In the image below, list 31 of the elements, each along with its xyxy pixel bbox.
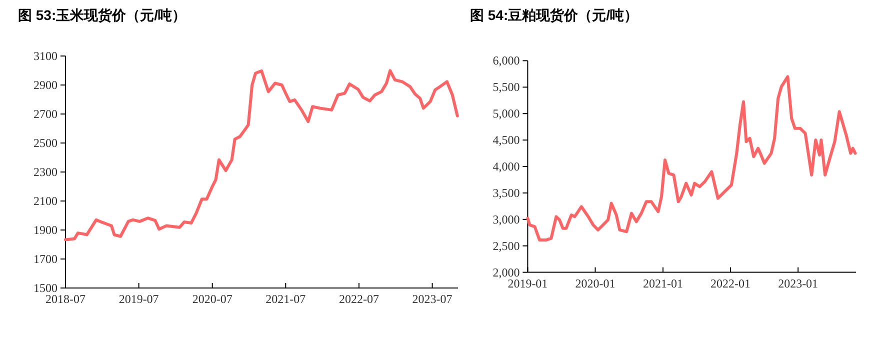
x-tick-label: 2023-01 [778, 276, 818, 290]
y-tick-label: 2500 [34, 136, 58, 150]
line-series [526, 75, 857, 242]
y-tick-label: 2700 [34, 107, 58, 121]
y-tick-label: 2100 [34, 194, 58, 208]
y-tick-label: 1500 [34, 281, 58, 295]
x-tick-label: 2022-07 [338, 292, 379, 306]
y-tick-label: 5,000 [492, 106, 520, 121]
y-tick-label: 4,500 [492, 133, 520, 148]
chart-title: 图 53:玉米现货价（元/吨） [18, 7, 186, 23]
line-series [64, 69, 459, 242]
x-tick-label: 2023-07 [412, 292, 452, 306]
x-tick-label: 2022-01 [710, 276, 751, 290]
y-tick-label: 3,000 [492, 212, 520, 226]
x-tick-label: 2021-01 [642, 276, 683, 290]
x-tick-label: 2020-07 [192, 292, 232, 306]
x-tick-label: 2019-07 [118, 292, 159, 306]
y-tick-label: 3100 [34, 49, 58, 63]
chart-title: 图 54:豆粕现货价（元/吨） [470, 7, 638, 23]
y-tick-label: 3,500 [492, 186, 520, 200]
y-tick-label: 2900 [34, 78, 58, 92]
x-tick-label: 2021-07 [266, 292, 306, 306]
y-tick-label: 5,500 [492, 80, 520, 94]
y-tick-label: 6,000 [492, 54, 520, 68]
x-tick-label: 2018-07 [46, 292, 86, 306]
y-tick-label: 2,500 [492, 238, 520, 253]
y-tick-label: 1700 [34, 252, 58, 266]
x-tick-label: 2020-01 [575, 276, 616, 290]
y-tick-label: 2300 [34, 165, 58, 179]
y-tick-label: 4,000 [492, 160, 520, 174]
y-tick-label: 1900 [34, 223, 58, 237]
